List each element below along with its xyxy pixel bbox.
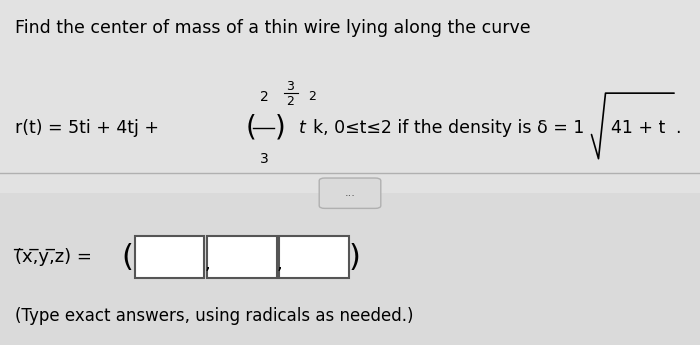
Text: (: ( (121, 243, 133, 272)
Text: 41 + t: 41 + t (611, 119, 665, 137)
Text: r(t) = 5ti + 4tj +: r(t) = 5ti + 4tj + (15, 119, 165, 137)
Text: ,: , (204, 255, 211, 273)
Text: k, 0≤t≤2 if the density is δ = 1: k, 0≤t≤2 if the density is δ = 1 (313, 119, 584, 137)
Text: .: . (676, 119, 681, 137)
FancyBboxPatch shape (0, 193, 700, 345)
Text: (Type exact answers, using radicals as needed.): (Type exact answers, using radicals as n… (15, 307, 414, 325)
Text: 3: 3 (286, 80, 295, 93)
Text: 2: 2 (308, 90, 316, 103)
Text: ): ) (275, 114, 286, 142)
Text: 3: 3 (260, 152, 268, 166)
Text: (: ( (246, 114, 256, 142)
Text: ,: , (276, 255, 283, 273)
Text: ): ) (349, 243, 361, 272)
Text: t: t (299, 119, 306, 137)
FancyBboxPatch shape (135, 237, 204, 277)
FancyBboxPatch shape (279, 237, 349, 277)
FancyBboxPatch shape (0, 0, 700, 193)
Text: (̅x,̅y,̅z) =: (̅x,̅y,̅z) = (15, 248, 92, 266)
Text: ...: ... (344, 188, 356, 198)
Text: 2: 2 (260, 90, 268, 104)
FancyBboxPatch shape (207, 237, 276, 277)
FancyBboxPatch shape (319, 178, 381, 208)
Text: Find the center of mass of a thin wire lying along the curve: Find the center of mass of a thin wire l… (15, 19, 531, 37)
Text: 2: 2 (286, 95, 295, 108)
